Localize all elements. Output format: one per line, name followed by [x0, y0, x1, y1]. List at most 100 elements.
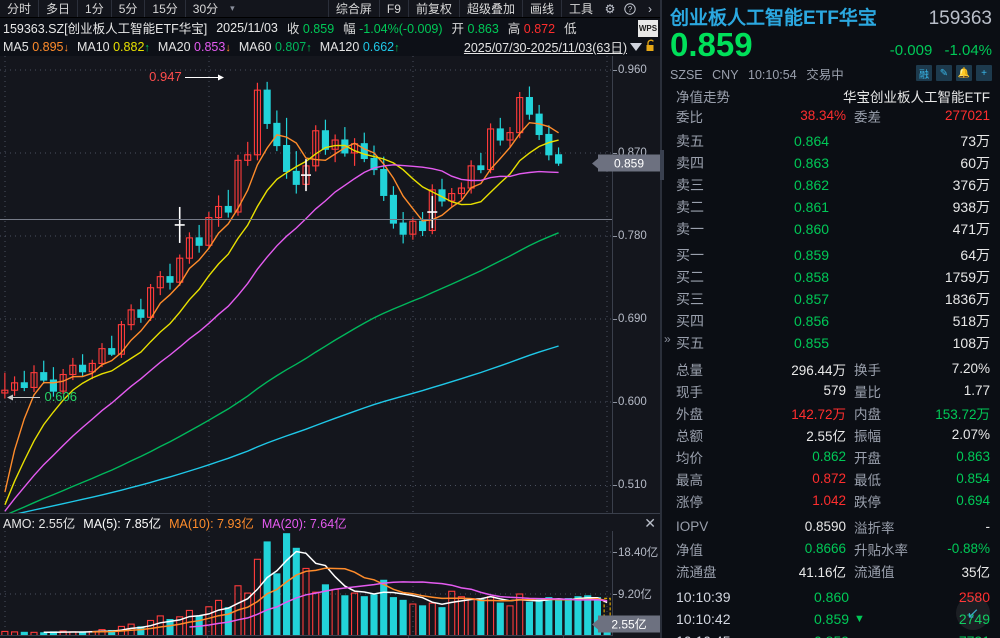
chevron-down-icon[interactable]: ▾ — [230, 3, 235, 13]
collapse-fab-button[interactable]: ↙ — [956, 596, 990, 630]
help-icon[interactable]: ? — [620, 0, 640, 17]
vol-ma10-label: MA(10): — [169, 517, 214, 531]
amo-label: AMO: — [3, 517, 35, 531]
button-super-overlay[interactable]: 超级叠加 — [458, 0, 522, 17]
expand-chevron-icon[interactable]: » — [664, 332, 671, 346]
button-draw-line[interactable]: 画线 — [521, 0, 561, 17]
y-tick-mark — [613, 152, 617, 154]
stat-value: 41.16亿 — [798, 564, 846, 580]
orderbook-price: 0.860 — [794, 220, 830, 237]
stat-value-2: - — [985, 519, 991, 535]
wps-watermark: WPS — [638, 20, 658, 37]
orderbook-bid-row[interactable]: 买二 0.858 1759万 — [662, 266, 1000, 288]
y-tick-mark — [613, 402, 617, 404]
lock-icon[interactable] — [645, 39, 657, 55]
price-chart-container[interactable]: 0.947 0.606 0.960 0.870 0.780 0.690 0.600 0.5… — [0, 56, 660, 513]
ma60-value: 0.807 — [274, 39, 307, 54]
orderbook-ask-row[interactable]: 卖二 0.861 938万 — [662, 196, 1000, 218]
stat-value-2: 7.20% — [951, 361, 990, 377]
ma10-label: MA10 — [76, 39, 110, 54]
stat-row: 涨停 1.042 跌停 0.694 — [662, 490, 1000, 512]
stat-label-2: 溢折率 — [854, 520, 895, 536]
orderbook-bid-row[interactable]: 买四 0.856 518万 — [662, 310, 1000, 332]
volume-chart-canvas[interactable] — [0, 531, 612, 636]
tick-price-cell: 0.859 — [772, 633, 910, 638]
svg-text:?: ? — [628, 5, 633, 14]
high-value: 0.872 — [523, 22, 556, 36]
tab-15min[interactable]: 15分 — [145, 0, 186, 17]
tab-1min[interactable]: 1分 — [78, 0, 112, 17]
orderbook-ask-row[interactable]: 卖一 0.860 471万 — [662, 218, 1000, 240]
date-range-selector[interactable]: 2025/07/30-2025/11/03(63日) — [464, 37, 660, 56]
tab-30min[interactable]: 30分 — [192, 1, 219, 16]
tick-price-cell: 0.860 — [772, 589, 910, 605]
button-f9[interactable]: F9 — [378, 0, 408, 17]
tab-fenshi[interactable]: 分时 — [0, 0, 40, 17]
gear-icon[interactable]: ⚙ — [604, 1, 616, 16]
stat-label: 净值 — [676, 542, 703, 558]
quote-date: 2025/11/03 — [216, 20, 278, 35]
orderbook-ask-row[interactable]: 卖三 0.862 376万 — [662, 174, 1000, 196]
volume-y-tick: 18.40亿 — [618, 547, 659, 559]
stat-label: 总额 — [676, 428, 703, 444]
amo-value: 2.55亿 — [38, 517, 76, 531]
orderbook-level-label: 买四 — [676, 312, 704, 329]
button-comprehensive-screen[interactable]: 综合屏 — [327, 0, 379, 17]
stat-value: 2.55亿 — [806, 428, 846, 444]
tick-row: 10:10:42 0.859 ▼ 2749 — [662, 608, 1000, 630]
orderbook-bid-row[interactable]: 买一 0.859 64万 — [662, 244, 1000, 266]
open-label: 开 — [451, 22, 465, 36]
vol-ma20-value: 7.64亿 — [309, 517, 347, 531]
instrument-name: 创业板人工智能ETF华宝 — [670, 8, 877, 29]
nav-trend-row[interactable]: 净值走势 华宝创业板人工智能ETF — [662, 86, 1000, 106]
weibi-label: 委比 — [676, 109, 703, 125]
volume-chart-container[interactable]: AMO: 2.55亿 MA(5): 7.85亿 MA(10): 7.93亿 MA… — [0, 513, 660, 638]
orderbook-price: 0.857 — [794, 290, 830, 307]
price-y-tick: 0.960 — [618, 63, 647, 76]
orderbook-price: 0.855 — [794, 334, 830, 351]
tick-down-arrow-icon: ▼ — [854, 612, 865, 625]
close-value: 0.859 — [302, 22, 335, 36]
edit-icon[interactable]: ✎ — [936, 65, 952, 82]
stat-value-2: 35亿 — [961, 564, 990, 580]
orderbook-qty: 1759万 — [944, 268, 990, 285]
price-chart-canvas[interactable] — [0, 56, 612, 513]
current-price-badge: 0.859 — [598, 154, 660, 172]
chevron-right-icon[interactable]: › — [648, 1, 652, 16]
orderbook-price: 0.863 — [794, 154, 830, 171]
ma20-value: 0.853 — [194, 39, 226, 54]
price-y-tick: 0.600 — [618, 396, 647, 409]
orderbook-bid-row[interactable]: 买五 0.855 108万 — [662, 332, 1000, 354]
button-forward-adjust[interactable]: 前复权 — [407, 0, 459, 17]
quote-header: 创业板人工智能ETF华宝 159363 0.859 -0.009 -1.04% … — [662, 0, 1000, 83]
orderbook-ask-row[interactable]: 卖五 0.864 73万 — [662, 130, 1000, 152]
margin-icon[interactable]: 融 — [916, 65, 932, 82]
vol-ma5-label: MA(5): — [83, 517, 121, 531]
stat-label-2: 流通值 — [854, 564, 895, 580]
close-icon[interactable]: ✕ — [644, 514, 656, 531]
vol-ma5-value: 7.85亿 — [124, 517, 162, 531]
bell-icon[interactable]: 🔔 — [956, 65, 972, 82]
scrollbar-handle[interactable] — [660, 150, 664, 180]
orderbook-ask-row[interactable]: 卖四 0.863 60万 — [662, 152, 1000, 174]
stat-value-2: 1.77 — [963, 383, 990, 399]
change-value: -1.04%(-0.009) — [359, 22, 443, 36]
add-icon[interactable]: + — [976, 65, 992, 82]
button-tools[interactable]: 工具 — [560, 0, 600, 17]
y-tick-mark — [613, 236, 617, 238]
annotation-period-high: 0.947 — [149, 69, 225, 84]
chevron-down-icon[interactable] — [630, 42, 642, 51]
nav-trend-label: 净值走势 — [676, 89, 730, 105]
tick-price: 0.859 — [814, 610, 850, 627]
high-label: 高 — [507, 22, 521, 36]
ma10-value: 0.882 — [113, 39, 145, 54]
stat-value: 579 — [823, 383, 846, 399]
orderbook-bid-row[interactable]: 买三 0.857 1836万 — [662, 288, 1000, 310]
weicha-value: 277021 — [944, 108, 990, 124]
orderbook-qty: 108万 — [952, 334, 990, 351]
tab-duori[interactable]: 多日 — [39, 0, 79, 17]
quote-time: 10:10:54 — [748, 67, 797, 82]
tab-5min[interactable]: 5分 — [112, 0, 146, 17]
date-range-label: 2025/07/30-2025/11/03(63日) — [463, 41, 627, 55]
exchange-label: SZSE — [670, 67, 703, 82]
